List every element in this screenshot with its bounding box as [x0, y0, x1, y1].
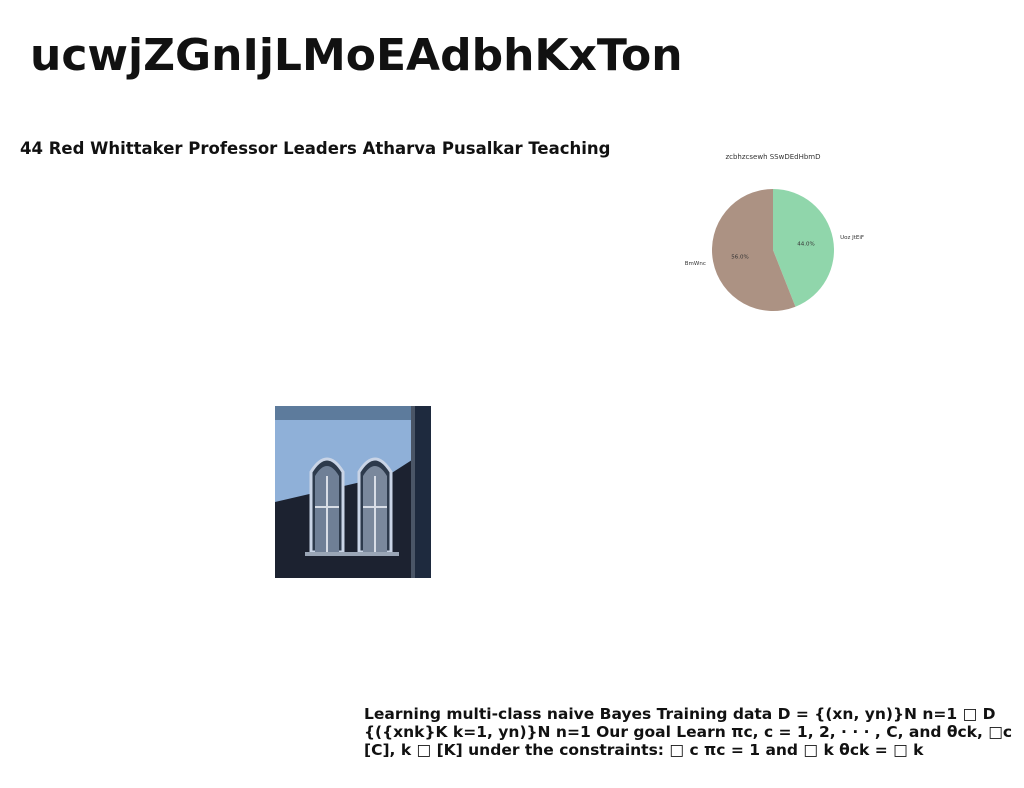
photo-pipe: [411, 406, 415, 578]
photo-top-shadow: [275, 406, 431, 420]
body-line: [C], k □ [K] under the constraints: □ c …: [364, 741, 924, 759]
pie-slice: [712, 189, 796, 311]
pie-percent-label: 56.0%: [731, 254, 748, 260]
right-window: [357, 457, 393, 554]
pie-category-label: Uoz JtEiF: [840, 235, 864, 241]
pie-chart: zcbhzcsewh SSwDEdHbmD 44.0% Uoz JtEiF 56.0…: [685, 153, 864, 311]
page-title: ucwjZGnIjLMoEAdbhKxTon: [30, 30, 683, 81]
body-text: Learning multi-class naive Bayes Trainin…: [364, 705, 1024, 759]
body-line: Learning multi-class naive Bayes Trainin…: [364, 705, 996, 723]
pie-slice: [773, 189, 834, 307]
body-line: {({xnk}K k=1, yn)}N n=1 Our goal Learn π…: [364, 723, 1013, 741]
left-window: [309, 457, 345, 554]
photo-right-shadow: [411, 406, 431, 578]
building-window-photo: [275, 406, 431, 578]
window-sill: [305, 552, 399, 556]
subtitle: 44 Red Whittaker Professor Leaders Athar…: [20, 139, 611, 158]
pie-category-label: BmWnc: [685, 261, 706, 267]
pie-percent-label: 44.0%: [797, 242, 814, 248]
chart-title: zcbhzcsewh SSwDEdHbmD: [725, 153, 820, 161]
